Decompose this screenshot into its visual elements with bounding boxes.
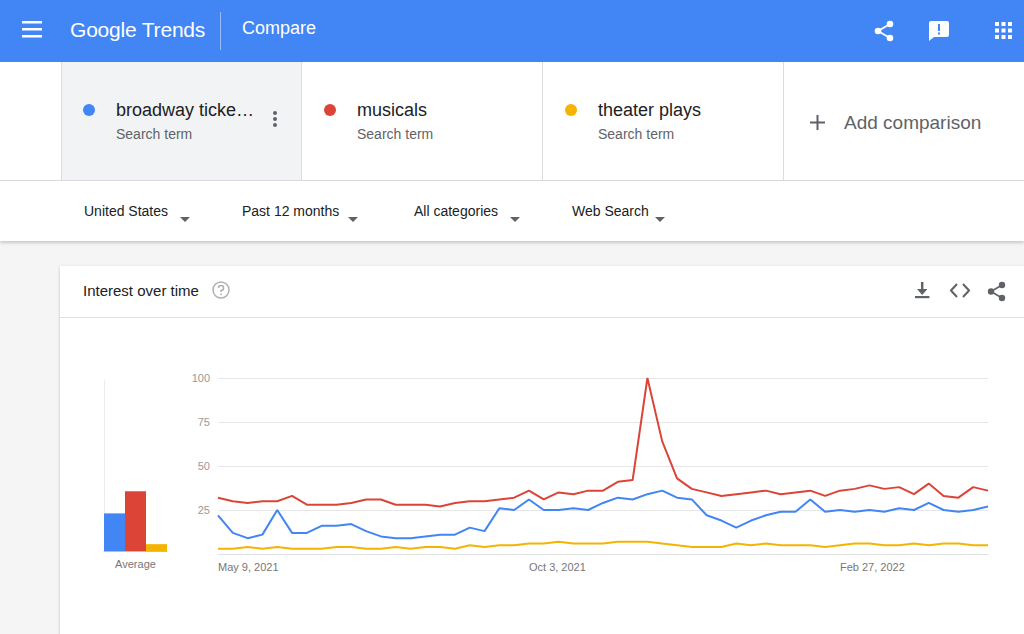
- svg-text:25: 25: [198, 504, 210, 516]
- html-text:Search term: Search term: [598, 126, 675, 142]
- html-text:musicals: musicals: [357, 100, 427, 120]
- html-text:Search term: Search term: [357, 126, 434, 142]
- html-text:Web Search: Web Search: [572, 203, 649, 219]
- svg-text:75: 75: [198, 416, 210, 428]
- html-text:Compare: Compare: [242, 18, 316, 38]
- svg-text:Average: Average: [115, 558, 156, 570]
- svg-text:Feb 27, 2022: Feb 27, 2022: [840, 561, 905, 573]
- svg-text:100: 100: [192, 372, 210, 384]
- svg-text:May 9, 2021: May 9, 2021: [218, 561, 279, 573]
- html-text:Google Trends: Google Trends: [70, 18, 206, 41]
- html-text:theater plays: theater plays: [598, 100, 702, 120]
- html-text:Add comparison: Add comparison: [844, 112, 982, 133]
- html-text:broadway ticke…: broadway ticke…: [116, 100, 255, 120]
- html-text:Interest over time: Interest over time: [83, 282, 199, 299]
- html-text:Past 12 months: Past 12 months: [242, 203, 340, 219]
- html-text:Search term: Search term: [116, 126, 193, 142]
- svg-text:50: 50: [198, 460, 210, 472]
- html-text:United States: United States: [84, 203, 169, 219]
- html-text:All categories: All categories: [414, 203, 498, 219]
- svg-text:Oct 3, 2021: Oct 3, 2021: [529, 561, 586, 573]
